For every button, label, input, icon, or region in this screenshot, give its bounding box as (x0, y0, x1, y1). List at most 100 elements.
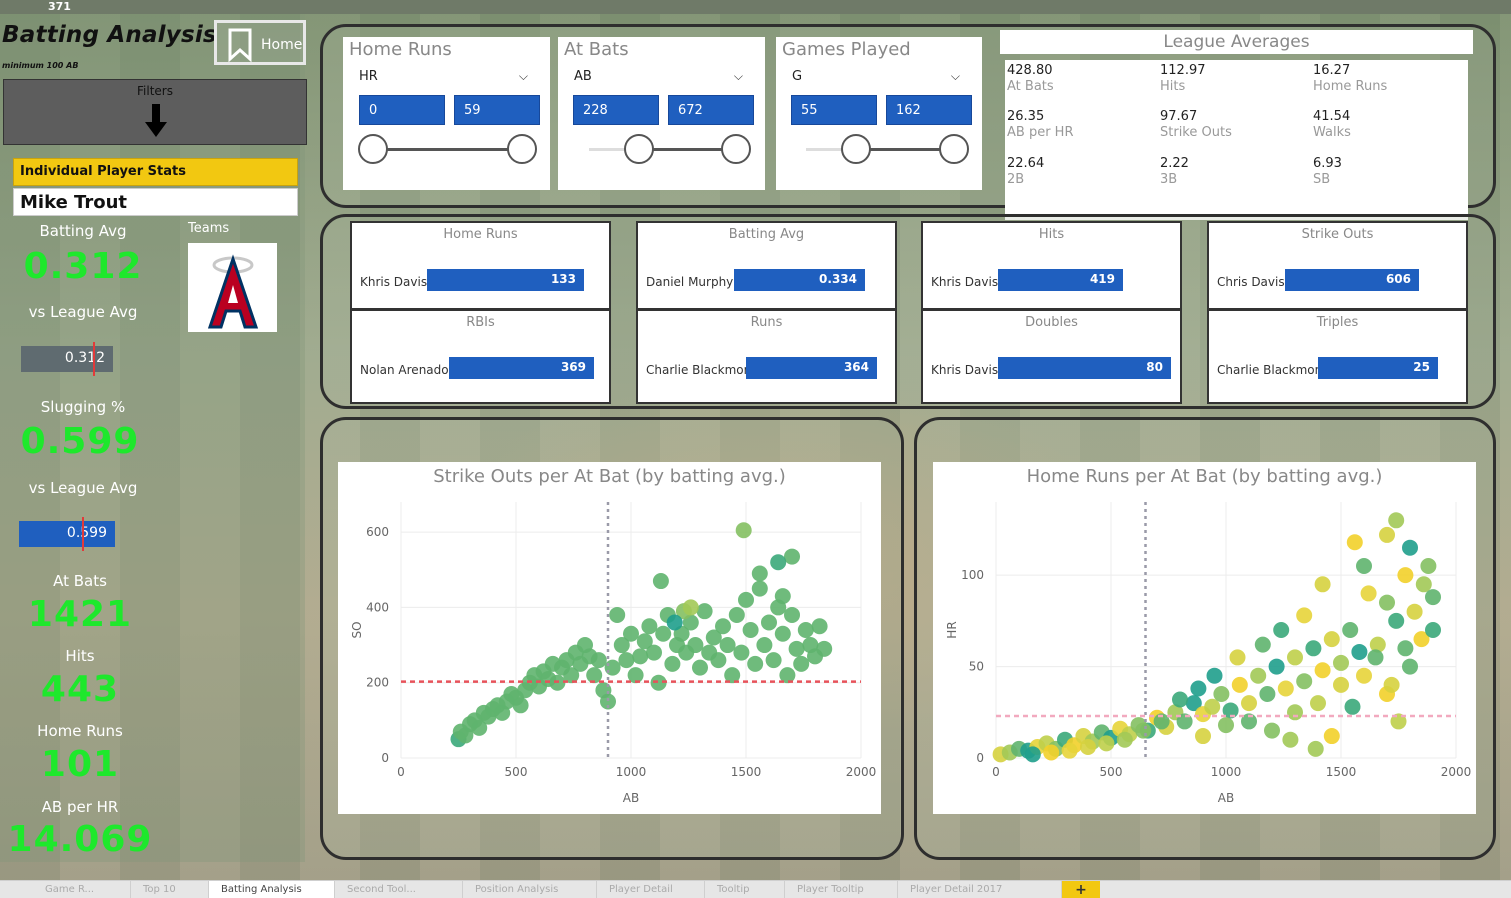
batting-avg-gauge-fill (21, 346, 113, 372)
tab-player-detail[interactable]: Player Detail (597, 881, 705, 898)
tab-player-detail-2017[interactable]: Player Detail 2017 (898, 881, 1062, 898)
scatter-point (1307, 740, 1324, 757)
scatter-point (1287, 649, 1303, 666)
scatter-point (1080, 739, 1096, 756)
tab-top-10[interactable]: Top 10 (131, 881, 209, 898)
slider-track-faint (589, 148, 639, 151)
scatter-point (784, 548, 800, 565)
leader-card-rbis[interactable]: RBIs Nolan Arenado 369 (350, 309, 611, 404)
leader-bar: 369 (449, 357, 594, 379)
slicer-min-input[interactable]: 0 (359, 95, 445, 125)
y-tick-label: 600 (366, 525, 389, 539)
scatter-point (1310, 695, 1326, 712)
scatter-point (1323, 631, 1340, 648)
filters-button[interactable]: Filters (3, 79, 307, 145)
scatter-point (705, 629, 722, 646)
scatter-point (747, 655, 764, 672)
left-panel (0, 14, 305, 862)
slicer-max-input[interactable]: 162 (886, 95, 972, 125)
slicer-field-dropdown[interactable]: HR (359, 69, 378, 84)
slugging-gauge: 0.599 (19, 517, 115, 551)
scatter-point (1390, 713, 1407, 730)
chart-title: Strike Outs per At Bat (by batting avg.) (433, 466, 786, 487)
x-tick-label: 1000 (616, 765, 647, 779)
slider-track (373, 148, 523, 151)
scatter-point (1379, 594, 1395, 611)
scatter-point (793, 655, 810, 672)
leader-card-triples[interactable]: Triples Charlie Blackmon 25 (1207, 309, 1468, 404)
chevron-down-icon[interactable]: ⌵ (518, 69, 528, 83)
scatter-point (1369, 636, 1386, 653)
leader-card-strike-outs[interactable]: Strike Outs Chris Davis 606 (1207, 221, 1468, 310)
y-tick-label: 100 (961, 568, 984, 582)
batting-avg-gauge-value: 0.312 (64, 350, 105, 366)
hits-value: 443 (40, 669, 120, 710)
slider-max-handle[interactable] (939, 134, 969, 164)
slicer-field-dropdown[interactable]: AB (574, 69, 592, 84)
y-tick-label: 50 (969, 660, 984, 674)
tab-game-r[interactable]: Game R... (33, 881, 131, 898)
slicer-min-input[interactable]: 55 (791, 95, 877, 125)
league-stat: 97.67 Strike Outs (1160, 109, 1232, 140)
scatter-point (1254, 636, 1271, 653)
leader-card-home-runs[interactable]: Home Runs Khris Davis 133 (350, 221, 611, 310)
teams-label: Teams (188, 221, 230, 236)
scatter-point (770, 554, 787, 571)
slicer-max-input[interactable]: 672 (668, 95, 754, 125)
chevron-down-icon[interactable]: ⌵ (733, 69, 743, 83)
leader-card-runs[interactable]: Runs Charlie Blackmon 364 (636, 309, 897, 404)
slicer-field-dropdown[interactable]: G (792, 69, 803, 84)
scatter-point (735, 522, 752, 539)
leader-card-title: Runs (750, 315, 783, 330)
slicer-min-input[interactable]: 228 (573, 95, 659, 125)
scatter-point (646, 644, 662, 661)
tab-tooltip[interactable]: Tooltip (705, 881, 785, 898)
slider-min-handle[interactable] (841, 134, 871, 164)
chevron-down-icon[interactable]: ⌵ (950, 69, 960, 83)
scatter-point (1206, 667, 1223, 684)
slider-max-handle[interactable] (507, 134, 537, 164)
leader-player-name: Charlie Blackmon (1217, 363, 1323, 377)
arrow-down-icon (144, 104, 168, 142)
tab-second-tool[interactable]: Second Tool... (335, 881, 463, 898)
so-scatter-chart[interactable]: Strike Outs per At Bat (by batting avg.)… (338, 462, 881, 814)
scatter-point (1346, 534, 1363, 551)
tab-batting-analysis[interactable]: Batting Analysis (209, 881, 335, 898)
slider-min-handle[interactable] (358, 134, 388, 164)
tab-player-tooltip[interactable]: Player Tooltip (785, 881, 898, 898)
leader-card-batting-avg[interactable]: Batting Avg Daniel Murphy 0.334 (636, 221, 897, 310)
at-bats-value: 1421 (27, 594, 133, 635)
scatter-point (632, 648, 649, 665)
x-tick-label: 1000 (1211, 765, 1242, 779)
scatter-point (784, 606, 800, 623)
slider-max-handle[interactable] (721, 134, 751, 164)
leader-value: 0.334 (819, 272, 857, 286)
scatter-point (1259, 686, 1276, 702)
slicer-home-runs: Home Runs HR ⌵ 0 59 (343, 37, 550, 190)
scatter-point (618, 652, 635, 669)
x-tick-label: 0 (992, 765, 1000, 779)
scatter-point (1402, 539, 1418, 556)
scatter-point (471, 719, 488, 736)
scatter-point (1296, 673, 1313, 690)
home-runs-label: Home Runs (37, 722, 123, 740)
slider-min-handle[interactable] (624, 134, 654, 164)
scatter-point (1218, 717, 1234, 734)
slicer-title: Home Runs (349, 39, 452, 60)
hr-scatter-plot: 0 500 1000 1500 2000 0 50 100 AB HR (945, 502, 1471, 805)
leader-card-hits[interactable]: Hits Khris Davis 419 (921, 221, 1182, 310)
home-button[interactable]: Home (214, 20, 306, 65)
scatter-point (1406, 603, 1423, 620)
scatter-point (751, 565, 768, 582)
tab-position-analysis[interactable]: Position Analysis (463, 881, 597, 898)
scatter-point (1195, 728, 1211, 745)
hr-scatter-chart[interactable]: Home Runs per At Bat (by batting avg.) 0… (933, 462, 1476, 814)
scatter-point (627, 667, 644, 684)
leader-card-doubles[interactable]: Doubles Khris Davis 80 (921, 309, 1182, 404)
player-name-box[interactable]: Mike Trout (13, 188, 298, 216)
slicer-max-input[interactable]: 59 (454, 95, 540, 125)
add-page-button[interactable]: + (1062, 881, 1100, 898)
slugging-value: 0.599 (20, 421, 140, 462)
leader-value: 369 (560, 360, 586, 374)
scatter-point (1397, 567, 1414, 584)
